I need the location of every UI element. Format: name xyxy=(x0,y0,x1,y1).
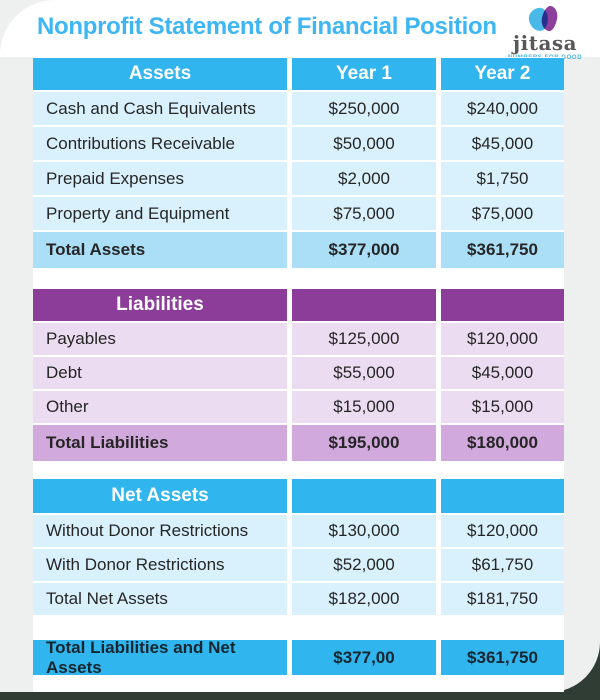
total-label: Total Assets xyxy=(33,232,287,268)
liabilities-section-title: Liabilities xyxy=(33,289,287,321)
total-liabilities-row: Total Liabilities $195,000 $180,000 xyxy=(33,425,564,461)
table-row: Property and Equipment $75,000 $75,000 xyxy=(33,197,564,230)
table-row: Contributions Receivable $50,000 $45,000 xyxy=(33,127,564,160)
empty-header-cell xyxy=(292,289,436,321)
year1-column-header: Year 1 xyxy=(292,58,436,90)
year2-value: $240,000 xyxy=(441,92,564,125)
table-row: Other $15,000 $15,000 xyxy=(33,391,564,423)
assets-header-row: Assets Year 1 Year 2 xyxy=(33,58,564,90)
year2-value: $361,750 xyxy=(441,232,564,268)
year2-value: $180,000 xyxy=(441,425,564,461)
table-row: With Donor Restrictions $52,000 $61,750 xyxy=(33,549,564,581)
year1-value: $50,000 xyxy=(292,127,436,160)
row-label: With Donor Restrictions xyxy=(33,549,287,581)
table-row: Cash and Cash Equivalents $250,000 $240,… xyxy=(33,92,564,125)
table-row: Prepaid Expenses $2,000 $1,750 xyxy=(33,162,564,195)
empty-header-cell xyxy=(441,479,564,513)
logo-wordmark: jitasa xyxy=(512,31,578,55)
year1-value: $75,000 xyxy=(292,197,436,230)
row-label: Debt xyxy=(33,357,287,389)
statement-body: Assets Year 1 Year 2 Cash and Cash Equiv… xyxy=(33,57,564,692)
row-label: Payables xyxy=(33,323,287,355)
title-band: Nonprofit Statement of Financial Positio… xyxy=(0,0,600,61)
empty-header-cell xyxy=(292,479,436,513)
row-label: Contributions Receivable xyxy=(33,127,287,160)
net-assets-header-row: Net Assets xyxy=(33,479,564,513)
row-label: Cash and Cash Equivalents xyxy=(33,92,287,125)
liabilities-table: Liabilities Payables $125,000 $120,000 D… xyxy=(33,289,564,461)
year1-value: $15,000 xyxy=(292,391,436,423)
year1-value: $2,000 xyxy=(292,162,436,195)
total-label: Total Liabilities xyxy=(33,425,287,461)
row-label: Prepaid Expenses xyxy=(33,162,287,195)
year1-value: $195,000 xyxy=(292,425,436,461)
table-row: Payables $125,000 $120,000 xyxy=(33,323,564,355)
row-label: Total Net Assets xyxy=(33,583,287,615)
table-row: Total Net Assets $182,000 $181,750 xyxy=(33,583,564,615)
row-label: Property and Equipment xyxy=(33,197,287,230)
row-label: Without Donor Restrictions xyxy=(33,515,287,547)
assets-table: Assets Year 1 Year 2 Cash and Cash Equiv… xyxy=(33,58,564,268)
year1-value: $377,000 xyxy=(292,232,436,268)
year1-value: $182,000 xyxy=(292,583,436,615)
jitasa-logo: jitasa NUMBERS FOR GOOD xyxy=(506,4,584,61)
jitasa-logo-icon xyxy=(527,4,563,33)
year2-value: $75,000 xyxy=(441,197,564,230)
net-assets-table: Net Assets Without Donor Restrictions $1… xyxy=(33,479,564,615)
year2-value: $361,750 xyxy=(441,640,564,675)
year2-value: $45,000 xyxy=(441,357,564,389)
page-title: Nonprofit Statement of Financial Positio… xyxy=(37,13,497,40)
year2-column-header: Year 2 xyxy=(441,58,564,90)
year2-value: $45,000 xyxy=(441,127,564,160)
year1-value: $130,000 xyxy=(292,515,436,547)
grand-total-row: Total Liabilities and Net Assets $377,00… xyxy=(33,638,564,677)
total-assets-row: Total Assets $377,000 $361,750 xyxy=(33,232,564,268)
year1-value: $52,000 xyxy=(292,549,436,581)
assets-section-title: Assets xyxy=(33,58,287,90)
year1-value: $125,000 xyxy=(292,323,436,355)
net-assets-section-title: Net Assets xyxy=(33,479,287,513)
year2-value: $61,750 xyxy=(441,549,564,581)
row-label: Other xyxy=(33,391,287,423)
table-row: Debt $55,000 $45,000 xyxy=(33,357,564,389)
year1-value: $377,00 xyxy=(292,640,436,675)
year1-value: $55,000 xyxy=(292,357,436,389)
table-row: Without Donor Restrictions $130,000 $120… xyxy=(33,515,564,547)
empty-header-cell xyxy=(441,289,564,321)
year2-value: $1,750 xyxy=(441,162,564,195)
year2-value: $120,000 xyxy=(441,515,564,547)
year1-value: $250,000 xyxy=(292,92,436,125)
year2-value: $181,750 xyxy=(441,583,564,615)
liabilities-header-row: Liabilities xyxy=(33,289,564,321)
year2-value: $15,000 xyxy=(441,391,564,423)
year2-value: $120,000 xyxy=(441,323,564,355)
grand-total-label: Total Liabilities and Net Assets xyxy=(33,638,287,677)
